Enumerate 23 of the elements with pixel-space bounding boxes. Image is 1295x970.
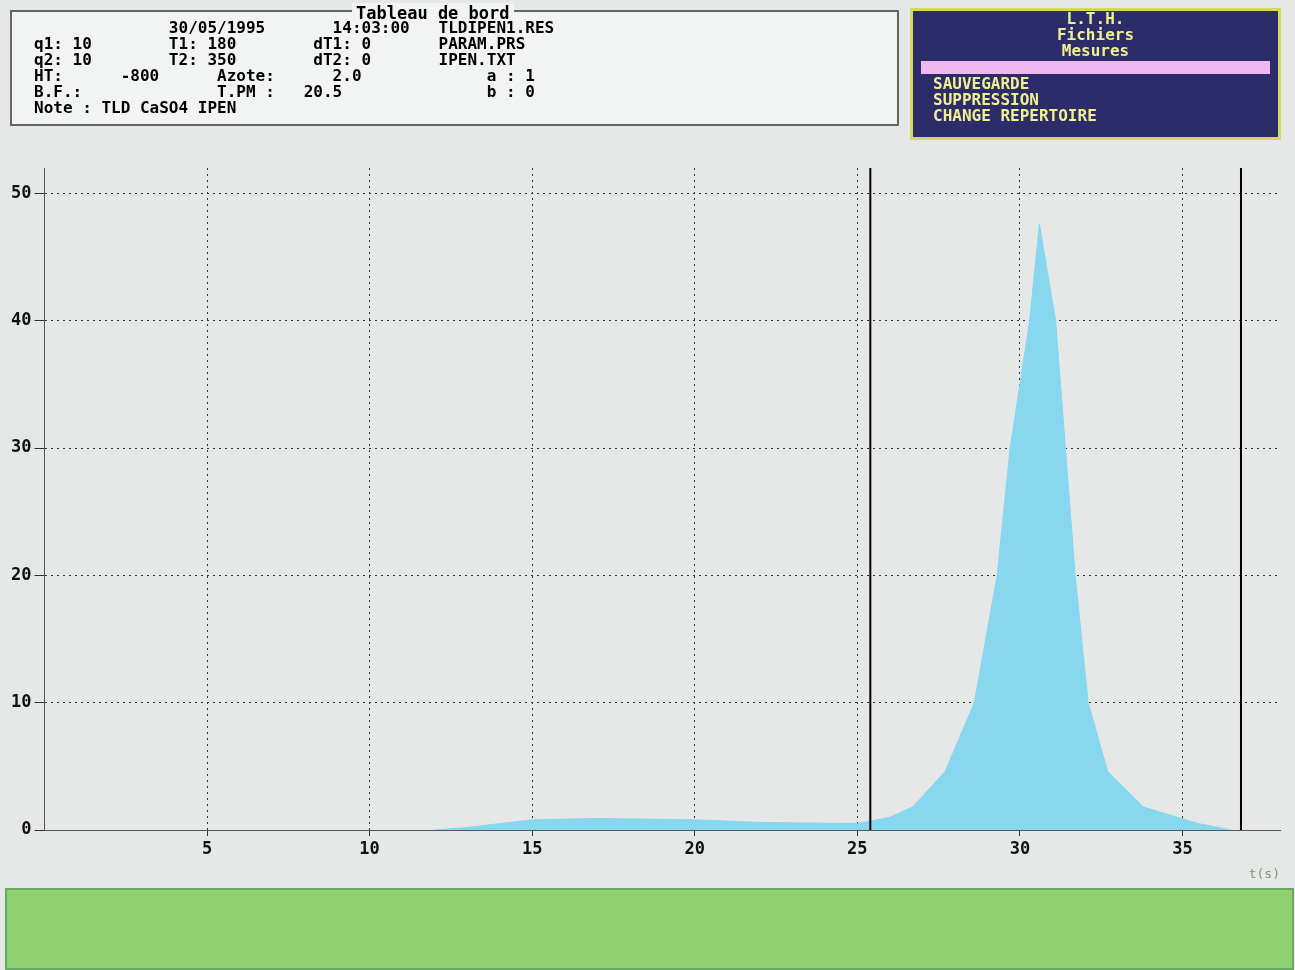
x-tick-label: 30 bbox=[1009, 837, 1031, 858]
y-tick-label: 10 bbox=[10, 691, 32, 712]
y-tick-label: 50 bbox=[10, 181, 32, 202]
text: Note : TLD CaSO4 IPEN bbox=[34, 98, 237, 117]
text: Fichiers bbox=[1055, 25, 1136, 44]
y-tick-label: 0 bbox=[21, 818, 32, 839]
x-tick-label: 35 bbox=[1172, 837, 1193, 858]
y-tick-label: 40 bbox=[10, 309, 32, 330]
text: CHANGE REPERTOIRE bbox=[932, 106, 1098, 125]
text: Mesures bbox=[1060, 41, 1131, 60]
y-tick-label: 30 bbox=[10, 436, 32, 457]
x-tick-label: 15 bbox=[521, 837, 543, 858]
x-tick-label: 20 bbox=[684, 837, 705, 858]
text: SAUVEGARDE bbox=[932, 74, 1031, 93]
text: SUPPRESSION bbox=[932, 90, 1040, 109]
x-tick-label: 5 bbox=[201, 837, 213, 858]
x-tick-label: 10 bbox=[359, 837, 380, 858]
text: L.T.H. bbox=[1066, 9, 1125, 28]
text: B.F.: T.PM : 20.5 b : 0 bbox=[34, 82, 535, 101]
y-tick-label: 20 bbox=[10, 563, 32, 584]
x-axis-title: t(s) bbox=[1248, 865, 1280, 881]
text: q1: 10 T1: 180 dT1: 0 PARAM.PRS bbox=[34, 34, 526, 53]
x-tick-label: 25 bbox=[847, 837, 868, 858]
